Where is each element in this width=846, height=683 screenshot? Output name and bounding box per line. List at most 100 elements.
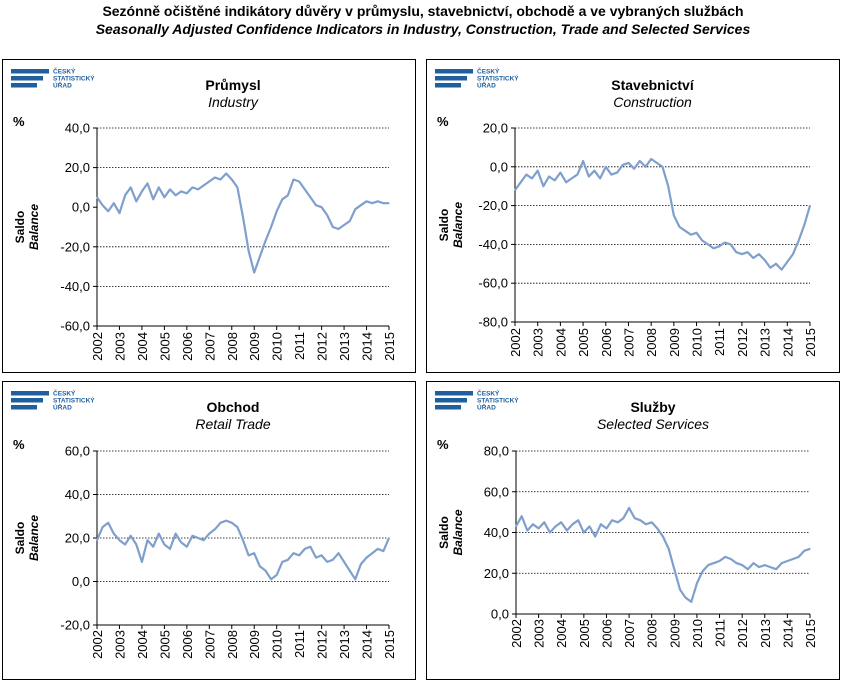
data-point (707, 243, 709, 245)
data-point (644, 166, 647, 168)
logo-bar (11, 76, 43, 81)
data-point (588, 525, 591, 527)
data-point (809, 548, 811, 550)
data-point (627, 162, 630, 164)
data-point (633, 168, 635, 170)
x-tick-label: 2014 (780, 619, 795, 648)
data-point (730, 558, 732, 560)
data-point (135, 543, 137, 546)
data-point (560, 521, 562, 523)
chart-title-cz: Stavebnictví (611, 77, 695, 93)
data-point (292, 552, 295, 554)
data-point (304, 548, 306, 550)
data-point (695, 232, 698, 234)
y-tick-label: 20,0 (65, 531, 90, 546)
data-point (321, 206, 323, 208)
y-tick-label: 0,0 (490, 159, 508, 174)
y-tick-label: 40,0 (484, 525, 509, 540)
data-point (236, 526, 238, 528)
x-tick-label: 2015 (382, 332, 397, 361)
data-point (337, 228, 340, 230)
data-point (684, 230, 686, 232)
data-point (786, 560, 788, 562)
x-tick-label: 2006 (599, 328, 614, 357)
data-point (724, 556, 726, 558)
data-point (532, 523, 534, 525)
x-tick-label: 2012 (315, 332, 330, 361)
x-tick-label: 2011 (292, 332, 307, 360)
x-tick-label: 2002 (90, 630, 105, 659)
data-point (321, 554, 323, 556)
x-tick-label: 2004 (135, 332, 150, 361)
data-point (371, 552, 373, 554)
x-tick-label: 2014 (360, 630, 375, 659)
x-tick-label: 2004 (554, 619, 569, 648)
y-tick-label: -20,0 (478, 198, 508, 213)
logo-bar (435, 76, 467, 81)
data-point (600, 523, 602, 525)
y-axis-title-en: Balance (27, 204, 41, 250)
x-tick-label: 2015 (803, 328, 818, 357)
data-point (354, 208, 356, 210)
data-point (554, 179, 556, 181)
data-point (382, 550, 384, 552)
data-point (231, 522, 233, 524)
logo-bar (11, 398, 43, 403)
data-point (360, 204, 362, 206)
data-point (786, 261, 788, 263)
logo-text: ČESKÝ (477, 67, 500, 76)
data-point (197, 188, 199, 190)
data-point (332, 226, 334, 228)
data-point (259, 565, 261, 567)
data-point (798, 239, 800, 242)
x-tick-label: 2005 (157, 630, 172, 659)
x-tick-label: 2002 (509, 619, 524, 648)
x-tick-label: 2009 (667, 328, 682, 357)
data-point (650, 158, 652, 160)
y-tick-label: 0,0 (72, 200, 90, 215)
x-tick-label: 2008 (644, 328, 659, 357)
data-point (735, 251, 737, 253)
data-point (158, 186, 160, 188)
data-point (298, 180, 300, 183)
x-tick-label: 2004 (553, 328, 568, 357)
data-point (315, 556, 317, 559)
y-tick-label: -60,0 (60, 319, 90, 334)
data-point (343, 224, 345, 226)
data-point (577, 519, 579, 521)
data-point (360, 563, 362, 565)
data-point (803, 224, 805, 226)
data-point (365, 556, 368, 559)
data-point (203, 184, 205, 187)
x-tick-label: 2008 (225, 630, 240, 659)
x-tick-label: 2006 (599, 619, 614, 648)
logo-bar (435, 405, 461, 410)
data-point (377, 548, 379, 550)
data-point (679, 588, 681, 591)
data-point (152, 198, 154, 200)
data-point (758, 566, 760, 568)
data-point (538, 527, 540, 530)
data-point (724, 241, 726, 244)
logo-text: ÚŘAD (477, 403, 496, 412)
logo-text: ÚŘAD (477, 81, 496, 90)
data-point (186, 192, 188, 194)
data-point (113, 533, 115, 535)
data-point (287, 559, 289, 561)
data-point (588, 175, 590, 178)
series-line (96, 172, 389, 274)
y-tick-label: -20,0 (60, 618, 90, 633)
data-point (543, 521, 545, 523)
data-point (270, 226, 272, 228)
x-tick-label: 2013 (758, 328, 773, 357)
y-tick-label: -40,0 (60, 279, 90, 294)
x-tick-label: 2005 (157, 332, 172, 361)
chart-title-en: Industry (208, 94, 259, 110)
x-tick-label: 2005 (576, 328, 591, 357)
data-point (696, 582, 698, 585)
data-point (208, 180, 210, 183)
x-tick-label: 2005 (577, 619, 592, 648)
data-point (690, 234, 692, 236)
